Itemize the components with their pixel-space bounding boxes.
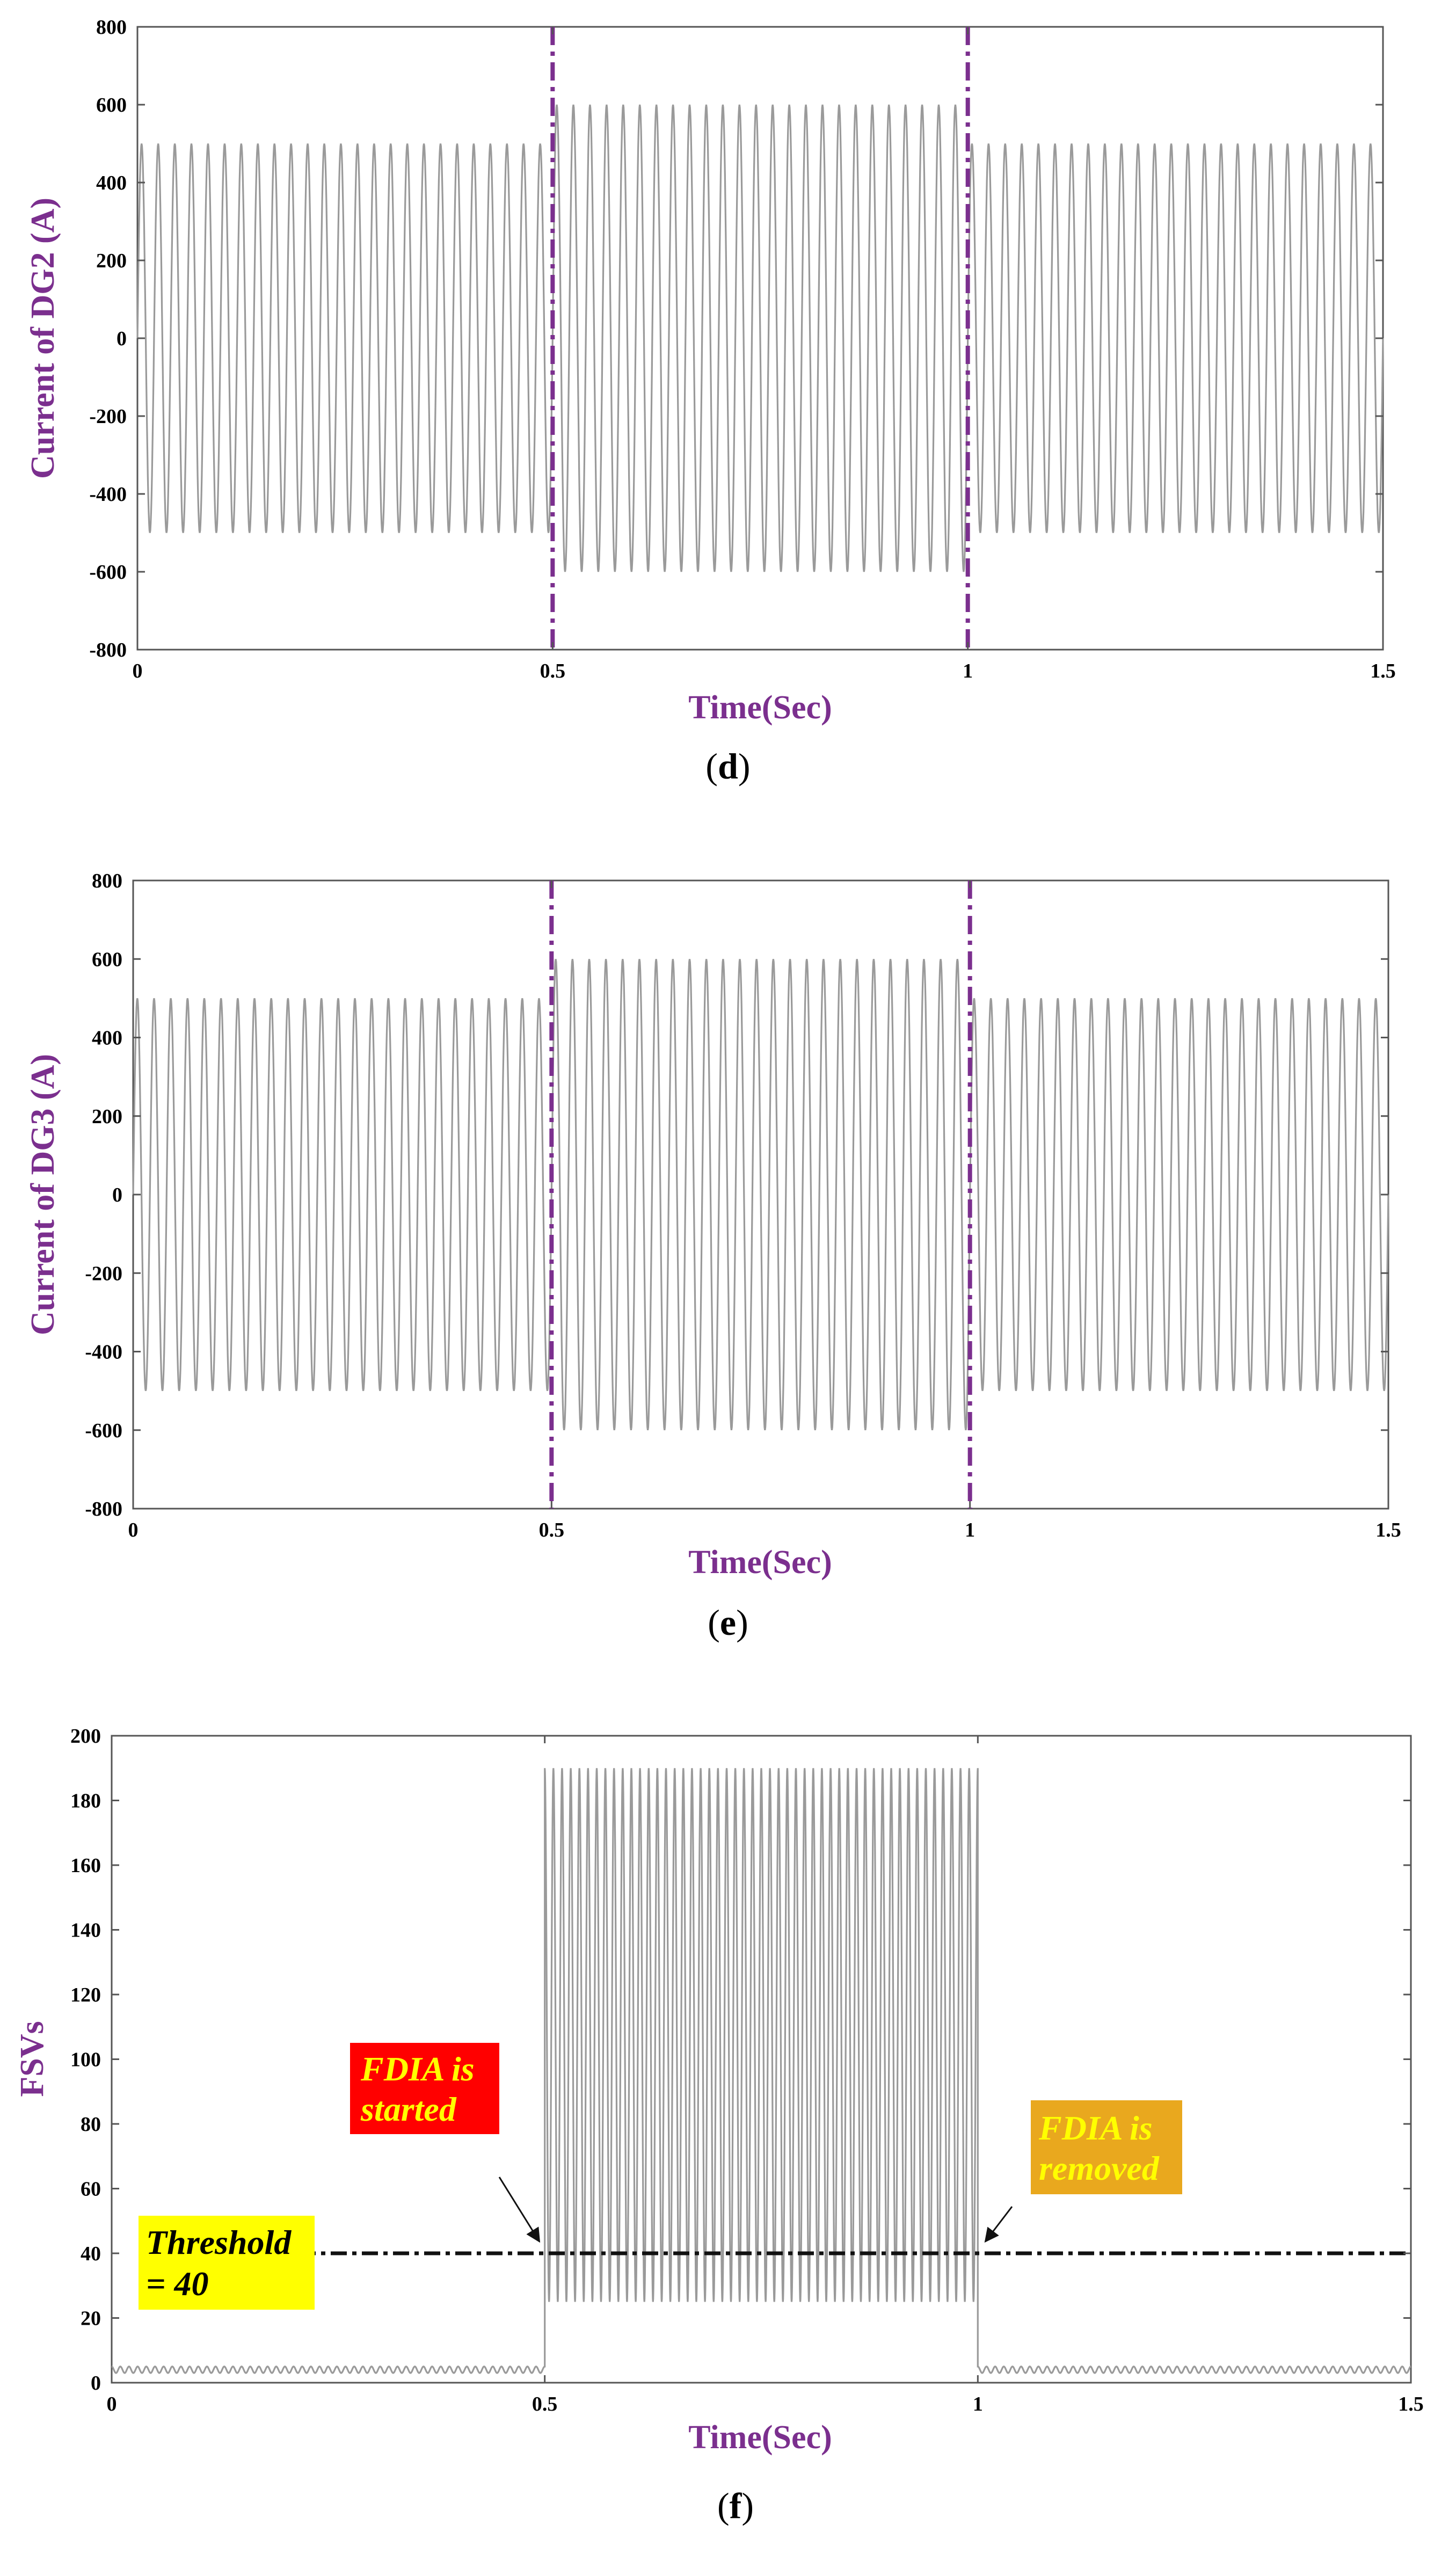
y-tick-label: 600 [96,94,127,117]
y-tick-label: 80 [81,2113,101,2136]
series-line [136,104,1384,572]
y-tick-label: -600 [89,561,127,584]
callout-threshold-line1: Threshold [146,2223,292,2261]
x-tick-label: 0.5 [532,2393,558,2415]
panel-label-letter: f [730,2485,742,2526]
y-tick-label: 140 [70,1919,101,1942]
chart-panel-f: 0 20 40 60 80 100 120 140 160 180 200 0 0.5 1 1.5 FDI… [14,1725,1424,2526]
panel-label-letter: e [720,1602,736,1643]
x-tick-label: 1 [963,660,973,682]
callout-started-arrow [498,2177,541,2243]
y-tick-label: 800 [96,16,127,39]
y-tick-label: 200 [70,1725,101,1748]
callout-started: FDIA is started [350,2043,499,2134]
panel-label: (f) [717,2485,754,2526]
x-tick-label: 1.5 [1375,1519,1401,1541]
y-tick-label: 0 [117,328,127,350]
panel-label: (e) [708,1602,748,1643]
panel-label-letter: d [718,746,738,787]
panel-label-close: ) [736,1602,748,1643]
y-axis-ticks: -800 -600 -400 -200 0 200 400 600 800 [85,870,1388,1520]
event-markers [549,880,972,1509]
x-tick-label: 0.5 [539,1519,565,1541]
x-tick-label: 0.5 [540,660,566,682]
y-axis-label: Current of DG2 (A) [25,198,61,479]
callout-started-line2: started [360,2090,457,2128]
y-tick-label: 800 [92,870,122,892]
x-axis-ticks: 0 0.5 1 1.5 [133,27,1396,682]
x-tick-label: 1 [965,1519,975,1541]
x-axis-ticks: 0 0.5 1 1.5 [107,1736,1424,2415]
y-tick-label: 160 [70,1854,101,1877]
y-tick-label: -400 [89,483,127,506]
y-tick-label: 40 [81,2243,101,2265]
x-tick-label: 0 [107,2393,117,2415]
y-axis-label: FSVs [14,2021,50,2097]
event-markers [550,27,970,650]
callout-removed-box [1031,2100,1182,2194]
x-tick-label: 0 [133,660,143,682]
callout-started-box [350,2043,499,2134]
y-axis-ticks: -800 -600 -400 -200 0 200 400 600 800 [89,16,1383,661]
y-tick-label: 120 [70,1984,101,2006]
callout-removed: FDIA is removed [1031,2100,1182,2194]
x-tick-label: 1 [973,2393,983,2415]
y-tick-label: 400 [96,172,127,194]
y-tick-label: -200 [85,1262,122,1285]
y-tick-label: 0 [91,2372,101,2395]
x-tick-label: 1.5 [1398,2393,1424,2415]
series-line [132,959,1389,1431]
callout-removed-line1: FDIA is [1038,2109,1153,2147]
x-tick-label: 1.5 [1370,660,1396,682]
y-tick-label: -600 [85,1420,122,1442]
callout-removed-arrow [984,2206,1013,2243]
callout-removed-line2: removed [1039,2149,1160,2187]
callout-threshold: Threshold = 40 [139,2216,315,2310]
y-tick-label: -200 [89,405,127,428]
y-tick-label: 60 [81,2178,101,2201]
y-tick-label: 20 [81,2308,101,2330]
callout-threshold-box [139,2216,315,2310]
y-tick-label: 400 [92,1027,122,1050]
x-tick-label: 0 [128,1519,139,1541]
y-tick-label: -800 [89,639,127,661]
y-tick-label: 100 [70,2049,101,2071]
panel-label: (d) [705,746,750,787]
chart-panel-d: -800 -600 -400 -200 0 200 400 600 800 0 0.5 1 1.5 T… [25,16,1396,787]
panel-label-close: ) [738,746,751,787]
y-tick-label: 180 [70,1790,101,1813]
callout-started-line1: FDIA is [360,2050,475,2088]
x-axis-label: Time(Sec) [688,1544,832,1581]
panel-label-close: ) [741,2485,754,2526]
plot-area [111,1735,1412,2384]
y-axis-label: Current of DG3 (A) [25,1054,61,1335]
y-axis-ticks: 0 20 40 60 80 100 120 140 160 180 200 [70,1725,1411,2395]
callout-threshold-line2: = 40 [146,2265,208,2303]
y-tick-label: 600 [92,948,122,971]
series-line [111,1768,1411,2374]
panel-label-open: ( [705,746,718,787]
chart-panel-e: -800 -600 -400 -200 0 200 400 600 800 0 0.5 1 1.5 T… [25,870,1401,1643]
y-tick-label: 200 [96,250,127,272]
x-axis-label: Time(Sec) [688,689,832,726]
x-axis-label: Time(Sec) [688,2419,832,2456]
panel-label-open: ( [717,2485,730,2526]
panel-label-open: ( [708,1602,720,1643]
x-axis-ticks: 0 0.5 1 1.5 [128,880,1401,1541]
y-tick-label: 200 [92,1105,122,1128]
y-tick-label: -800 [85,1498,122,1520]
y-tick-label: 0 [112,1184,122,1206]
y-tick-label: -400 [85,1341,122,1364]
